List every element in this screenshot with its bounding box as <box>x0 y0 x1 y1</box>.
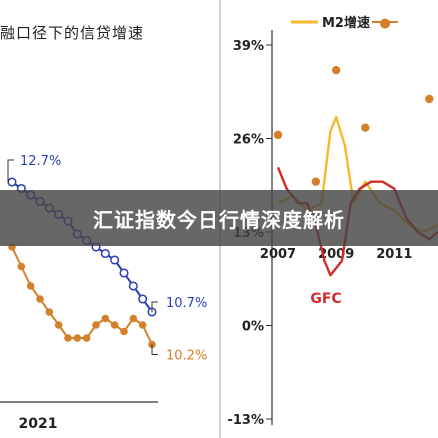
right-series-2-point <box>361 124 369 132</box>
right-x-tick-label: 2007 <box>260 247 296 262</box>
left-series-line-1 <box>12 247 152 345</box>
headline-text: 汇证指数今日行情深度解析 <box>93 204 345 233</box>
left-series-1-point <box>74 334 82 342</box>
left-series-1-point <box>130 315 138 323</box>
left-series-0-end-label: 10.7% <box>166 296 207 311</box>
right-y-tick-label: -13% <box>227 413 264 428</box>
left-series-0-point <box>139 295 147 303</box>
left-series-0-point <box>130 282 138 290</box>
left-series-1-point <box>120 328 128 336</box>
left-series-0-start-label: 12.7% <box>20 154 61 169</box>
right-y-tick-label: 0% <box>242 320 264 335</box>
left-x-tick-label: 2021 <box>19 416 58 432</box>
legend-marker-dots: ● <box>379 16 390 31</box>
left-series-1-point <box>46 308 54 316</box>
left-series-1-point <box>64 334 72 342</box>
left-series-1-end-label: 10.2% <box>166 349 207 364</box>
left-series-1-point <box>36 295 44 303</box>
right-y-tick-label: 26% <box>233 133 264 148</box>
legend-label-m2: M2增速 <box>322 15 370 31</box>
left-series-0-point <box>120 269 128 277</box>
left-series-1-point <box>55 321 63 329</box>
left-series-1-point <box>18 263 26 271</box>
left-series-1-point <box>139 321 147 329</box>
right-series-2-point <box>274 131 282 139</box>
left-series-1-point <box>92 321 100 329</box>
left-series-1-point <box>83 334 91 342</box>
left-series-1-point <box>27 282 35 290</box>
right-y-tick-label: 39% <box>233 39 264 54</box>
left-series-0-point <box>111 256 119 264</box>
left-series-0-point <box>102 250 110 258</box>
right-series-2-point <box>332 66 340 74</box>
gfc-annotation: GFC <box>310 291 341 307</box>
right-series-2-point <box>312 177 320 185</box>
right-x-tick-label: 2011 <box>376 247 412 262</box>
left-series-1-point <box>111 321 119 329</box>
headline-banner: 汇证指数今日行情深度解析 <box>0 190 438 246</box>
left-series-0-point <box>8 178 16 186</box>
right-series-2-point <box>425 95 433 103</box>
left-series-1-point <box>102 315 110 323</box>
